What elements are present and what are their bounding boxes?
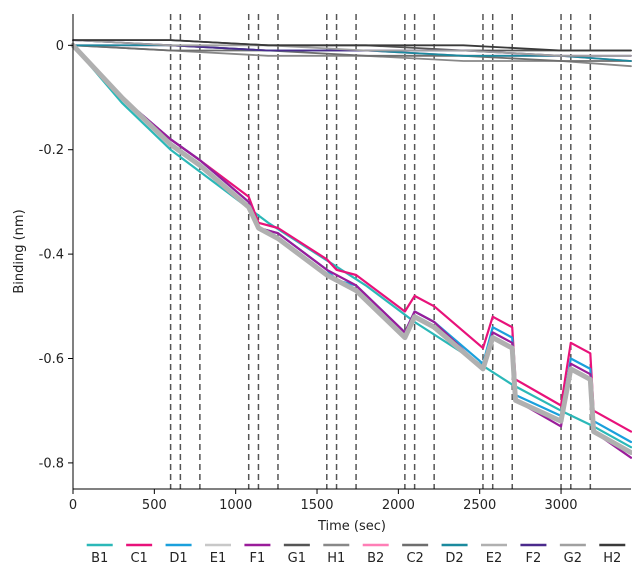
y-axis-title: Binding (nm) [12,209,27,293]
legend-label-c2: C2 [406,551,423,566]
series-line-f1 [71,44,632,459]
legend-label-f2: F2 [526,551,542,566]
legend-label-e2: E2 [486,551,503,566]
x-tick-label: 1500 [300,498,333,513]
series-line-b2 [72,44,632,62]
legend-label-c1: C1 [130,551,147,566]
legend-label-f1: F1 [250,551,266,566]
x-tick-label: 0 [69,498,77,513]
x-tick-label: 500 [142,498,167,513]
series-line-c2 [72,44,632,62]
legend-label-g1: G1 [288,551,306,566]
series-line-b1 [71,44,632,449]
series-line-g2 [72,39,632,57]
series-line-h2 [72,39,632,52]
series-lines [70,39,632,459]
legend-label-g2: G2 [564,551,582,566]
series-line-c1 [71,44,632,433]
axes [72,14,631,490]
x-tick-label: 1000 [219,498,252,513]
legend-label-e1: E1 [210,551,227,566]
y-tick-label: -0.6 [39,352,64,367]
legend-label-h2: H2 [603,551,621,566]
y-tick-label: -0.8 [39,456,64,471]
y-tick-label: -0.2 [39,143,64,158]
series-line-d2 [72,44,632,62]
legend-label-b2: B2 [367,551,384,566]
vertical-marker-lines [169,14,592,489]
legend: B1 C1 D1 E1 F1 G1 H1 B2 C2 D2 E2 F2 G2 H2 [86,543,626,566]
legend-label-b1: B1 [91,551,108,566]
legend-label-d2: D2 [445,551,463,566]
series-line-e2 [70,42,632,455]
y-axis-ticks: 0 -0.2 -0.4 -0.6 -0.8 [39,39,73,471]
legend-label-h1: H1 [327,551,345,566]
series-line-d1 [71,44,632,444]
x-tick-label: 3000 [544,498,577,513]
x-tick-label: 2000 [382,498,415,513]
x-tick-label: 2500 [463,498,496,513]
series-line-f2 [72,39,632,57]
legend-label-d1: D1 [169,551,187,566]
x-axis-ticks: 0 500 1000 1500 2000 2500 3000 [69,489,578,513]
x-axis-title: Time (sec) [317,519,386,534]
y-tick-label: 0 [56,39,64,54]
y-tick-label: -0.4 [39,248,64,263]
